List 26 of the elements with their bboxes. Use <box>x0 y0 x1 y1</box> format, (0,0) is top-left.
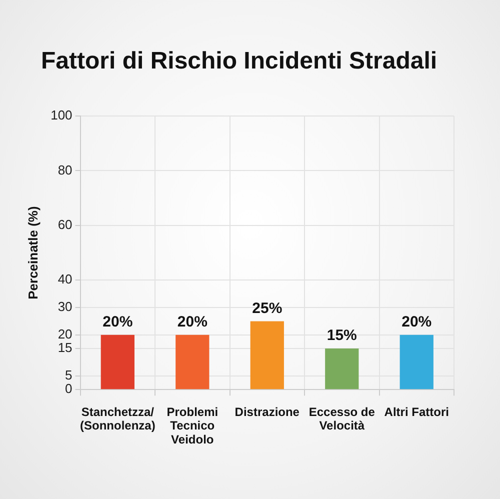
bar <box>100 334 134 390</box>
chart-title: Fattori di Rischio Incidenti Stradali <box>41 48 438 75</box>
y-tick-label: 20 <box>58 326 72 342</box>
x-tick-label: Problemi Tecnico Veidolo <box>166 404 218 446</box>
y-tick-label: 30 <box>58 299 72 314</box>
data-label: 25% <box>252 300 282 317</box>
bar <box>325 348 359 390</box>
x-tick-label: Distrazione <box>234 404 300 419</box>
y-tick-label: 0 <box>65 381 72 396</box>
y-tick-label: 40 <box>58 272 72 287</box>
x-tick-label: Stanchetzza/ (Sonnolenza) <box>80 404 156 433</box>
bar <box>400 334 434 390</box>
y-tick-label: 80 <box>58 162 72 178</box>
data-label: 15% <box>326 327 357 344</box>
x-tick-label: Eccesso de Velocità <box>308 404 376 433</box>
y-tick-label: 5 <box>65 368 72 382</box>
y-axis-title: Perceinatle (%) <box>25 206 40 300</box>
data-label: 20% <box>102 314 133 331</box>
data-label: 20% <box>177 314 208 331</box>
y-tick-label: 15 <box>58 340 72 356</box>
y-tick-label: 60 <box>58 217 72 232</box>
bar <box>176 334 210 390</box>
x-tick-label: Altri Fattori <box>384 404 449 419</box>
y-tick-label: 100 <box>50 108 72 123</box>
data-label: 20% <box>402 314 432 331</box>
bar <box>250 321 284 390</box>
